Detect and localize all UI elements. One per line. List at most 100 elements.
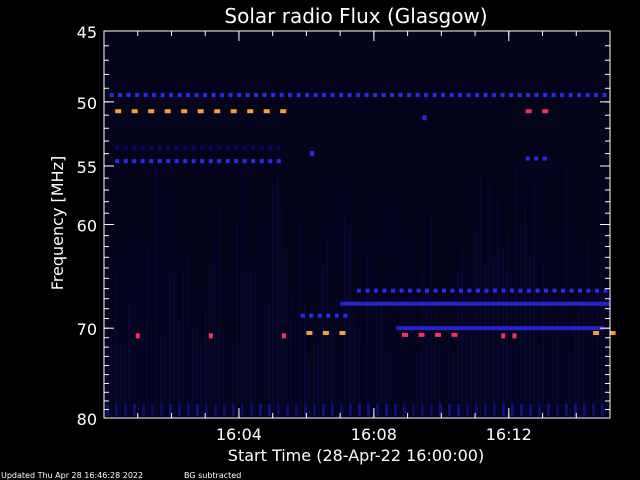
- noise-stripe: [551, 222, 554, 418]
- emission-segment: [364, 93, 369, 98]
- noise-bottom: [439, 404, 442, 416]
- noise-stripe: [250, 270, 252, 418]
- noise-stripe: [313, 240, 315, 418]
- noise-stripe: [124, 240, 126, 418]
- emission-segment: [450, 288, 455, 293]
- y-tick-label: 60: [77, 217, 97, 236]
- noise-stripe: [236, 221, 239, 418]
- noise-stripe: [448, 320, 450, 418]
- noise-stripe: [358, 324, 360, 418]
- noise-stripe: [209, 263, 212, 418]
- noise-bottom: [511, 404, 514, 416]
- emission-segment: [408, 288, 412, 293]
- emission-segment: [200, 145, 205, 150]
- noise-stripe: [119, 342, 122, 418]
- noise-bottom: [268, 404, 271, 416]
- emission-segment: [183, 159, 188, 164]
- noise-bottom: [574, 404, 577, 416]
- emission-segment: [296, 93, 301, 98]
- y-tick-label: 70: [77, 320, 97, 339]
- noise-stripe: [218, 206, 221, 418]
- noise-bottom: [322, 404, 325, 416]
- noise-stripe: [461, 250, 464, 418]
- emission-segment: [476, 288, 480, 293]
- emission-segment: [609, 330, 616, 335]
- emission-segment: [237, 93, 242, 98]
- noise-bottom: [601, 404, 604, 416]
- emission-segment: [166, 145, 171, 150]
- emission-segment: [131, 109, 138, 114]
- noise-stripe: [317, 340, 320, 418]
- emission-band: [396, 326, 605, 331]
- emission-segment: [214, 109, 221, 114]
- x-tick-label: 16:04: [216, 425, 262, 444]
- emission-dot: [281, 333, 286, 339]
- noise-bottom: [160, 404, 163, 416]
- noise-stripe: [304, 304, 306, 418]
- noise-stripe: [583, 296, 585, 418]
- noise-stripe: [142, 223, 144, 418]
- noise-stripe: [227, 267, 230, 418]
- noise-stripe: [362, 341, 365, 418]
- noise-stripe: [416, 356, 419, 418]
- emission-segment: [132, 145, 137, 150]
- noise-stripe: [335, 178, 338, 418]
- noise-stripe: [569, 351, 572, 418]
- emission-segment: [123, 145, 128, 150]
- emission-segment: [493, 288, 497, 293]
- emission-segment: [534, 93, 539, 98]
- emission-segment: [526, 93, 531, 98]
- emission-segment: [306, 330, 313, 335]
- emission-segment: [242, 145, 247, 150]
- noise-stripe: [520, 227, 522, 418]
- emission-segment: [542, 156, 547, 161]
- noise-stripe: [182, 268, 185, 418]
- emission-segment: [317, 313, 322, 318]
- emission-segment: [271, 93, 276, 98]
- noise-stripe: [439, 342, 441, 418]
- emission-segment: [560, 93, 565, 98]
- noise-stripe: [506, 231, 509, 418]
- noise-bottom: [169, 404, 172, 416]
- noise-stripe: [259, 305, 261, 418]
- emission-segment: [186, 93, 191, 98]
- noise-stripe: [560, 295, 563, 418]
- emission-segment: [300, 313, 305, 318]
- noise-stripe: [398, 325, 401, 418]
- noise-bottom: [295, 404, 298, 416]
- emission-segment: [280, 109, 287, 114]
- noise-stripe: [367, 250, 369, 418]
- noise-stripe: [133, 226, 135, 418]
- noise-stripe: [538, 347, 540, 418]
- noise-bottom: [133, 404, 136, 416]
- noise-stripe: [479, 176, 482, 418]
- noise-stripe: [214, 237, 216, 418]
- emission-segment: [390, 93, 395, 98]
- noise-stripe: [299, 220, 302, 418]
- emission-segment: [259, 159, 264, 164]
- emission-dot: [208, 333, 213, 339]
- x-tick-label: 16:08: [351, 425, 397, 444]
- emission-segment: [262, 93, 267, 98]
- emission-segment: [399, 288, 404, 293]
- emission-segment: [381, 93, 386, 98]
- emission-segment: [191, 145, 196, 150]
- noise-bottom: [277, 404, 280, 416]
- y-tick-label: 45: [77, 23, 97, 42]
- emission-segment: [339, 93, 344, 98]
- y-axis-label: Frequency [MHz]: [48, 156, 67, 290]
- noise-stripe: [128, 301, 131, 418]
- emission-segment: [169, 93, 174, 98]
- noise-stripe: [205, 310, 207, 418]
- noise-stripe: [385, 345, 387, 418]
- emission-segment: [407, 93, 412, 98]
- y-tick-label: 50: [77, 94, 97, 113]
- noise-bottom: [286, 404, 289, 416]
- noise-stripe: [475, 225, 477, 418]
- noise-stripe: [155, 170, 158, 418]
- noise-stripe: [263, 209, 266, 418]
- noise-stripe: [578, 311, 581, 418]
- noise-bottom: [556, 404, 559, 416]
- noise-bottom: [376, 404, 379, 416]
